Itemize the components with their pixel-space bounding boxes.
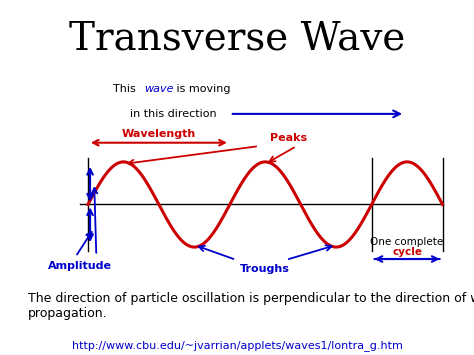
Text: in this direction: in this direction [130, 109, 216, 119]
Text: wave: wave [144, 84, 174, 94]
Text: Troughs: Troughs [240, 264, 290, 274]
Text: The direction of particle oscillation is perpendicular to the direction of wave
: The direction of particle oscillation is… [27, 292, 474, 320]
Text: Amplitude: Amplitude [47, 261, 112, 271]
Text: This: This [113, 84, 139, 94]
Text: is moving: is moving [173, 84, 231, 94]
Text: Wavelength: Wavelength [122, 129, 196, 139]
Text: http://www.cbu.edu/~jvarrian/applets/waves1/lontra_g.htm: http://www.cbu.edu/~jvarrian/applets/wav… [72, 340, 402, 351]
Text: Transverse Wave: Transverse Wave [69, 21, 405, 58]
Text: One complete: One complete [371, 237, 444, 247]
Text: cycle: cycle [392, 247, 422, 257]
Text: Peaks: Peaks [270, 133, 307, 143]
